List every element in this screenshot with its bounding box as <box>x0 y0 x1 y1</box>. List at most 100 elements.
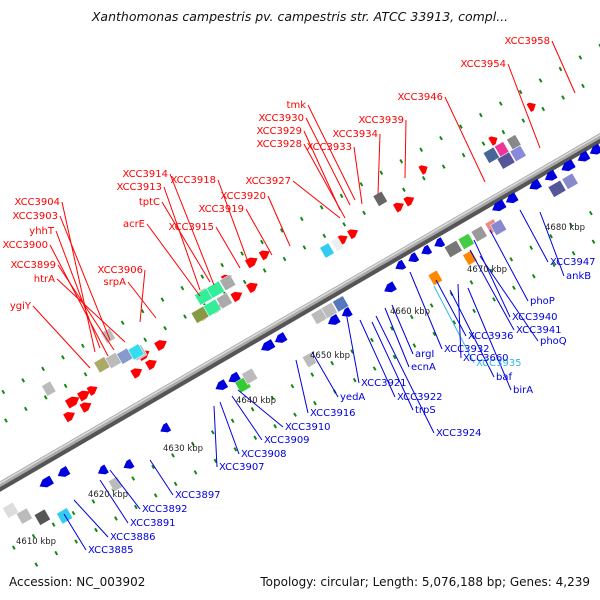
feature-block[interactable] <box>372 190 388 207</box>
feature-block[interactable] <box>206 280 226 299</box>
reverse-gene-arrow[interactable] <box>588 143 600 158</box>
feature-block[interactable] <box>215 292 233 310</box>
gene-label[interactable]: XCC3934 <box>332 129 378 140</box>
gene-label[interactable]: baf <box>496 372 512 383</box>
gene-label[interactable]: XCC3921 <box>361 378 407 389</box>
gene-label[interactable]: XCC3922 <box>397 392 443 403</box>
feature-block[interactable] <box>219 274 237 292</box>
reverse-gene-arrow[interactable] <box>158 422 172 436</box>
gene-label[interactable]: XCC3899 <box>10 260 56 271</box>
gene-label[interactable]: XCC3916 <box>310 408 356 419</box>
gene-label[interactable]: XCC3886 <box>110 532 156 543</box>
gene-label[interactable]: XCC3932 <box>444 344 490 355</box>
gene-label[interactable]: XCC3915 <box>168 222 214 233</box>
reverse-gene-arrow[interactable] <box>504 192 519 206</box>
reverse-gene-arrow[interactable] <box>96 464 109 478</box>
gene-label[interactable]: ecnA <box>411 362 436 373</box>
feature-block[interactable] <box>462 249 478 266</box>
gene-label[interactable]: yedA <box>340 392 365 403</box>
forward-gene-arrow[interactable] <box>63 409 77 423</box>
reverse-gene-arrow[interactable] <box>543 169 558 184</box>
gene-label[interactable]: trpS <box>415 405 436 416</box>
gene-label[interactable]: argI <box>415 349 434 360</box>
feature-block[interactable] <box>427 269 444 286</box>
feature-block[interactable] <box>241 367 259 385</box>
reverse-gene-arrow[interactable] <box>559 159 576 174</box>
gene-label[interactable]: yhhT <box>29 226 55 237</box>
gene-label[interactable]: phoP <box>530 296 555 307</box>
gene-label[interactable]: ygiY <box>10 301 32 312</box>
gene-label[interactable]: XCC3939 <box>358 115 404 126</box>
reverse-gene-arrow[interactable] <box>273 332 288 346</box>
forward-gene-arrow[interactable] <box>130 365 144 379</box>
forward-gene-arrow[interactable] <box>403 194 416 207</box>
forward-gene-arrow[interactable] <box>79 399 94 413</box>
forward-gene-arrow[interactable] <box>145 357 159 371</box>
gene-label[interactable]: acrE <box>123 219 145 230</box>
gene-label[interactable]: XCC3914 <box>122 169 168 180</box>
forward-gene-arrow[interactable] <box>392 200 406 213</box>
gene-label[interactable]: tptC <box>139 197 160 208</box>
gene-label[interactable]: XCC3920 <box>220 191 266 202</box>
forward-gene-arrow[interactable] <box>154 337 169 351</box>
feature-block[interactable] <box>443 239 463 259</box>
forward-gene-arrow[interactable] <box>86 383 100 396</box>
gene-label[interactable]: XCC3947 <box>550 257 596 268</box>
gene-label[interactable]: XCC3935 <box>476 358 522 369</box>
feature-block[interactable] <box>496 151 516 170</box>
gene-label[interactable]: XCC3913 <box>116 182 162 193</box>
feature-block[interactable] <box>482 146 500 164</box>
forward-gene-arrow[interactable] <box>347 226 360 240</box>
gene-label[interactable]: XCC3928 <box>256 139 302 150</box>
gene-label[interactable]: XCC3933 <box>306 142 352 153</box>
gene-label[interactable]: XCC3906 <box>97 265 143 276</box>
forward-gene-arrow[interactable] <box>488 134 499 146</box>
gene-label[interactable]: htrA <box>34 274 55 285</box>
feature-block[interactable] <box>470 225 488 243</box>
forward-gene-arrow[interactable] <box>258 247 272 261</box>
gene-label[interactable]: XCC3946 <box>397 92 443 103</box>
gene-label[interactable]: XCC3891 <box>130 518 176 529</box>
gene-label[interactable]: XCC3660 <box>463 353 509 364</box>
reverse-gene-arrow[interactable] <box>432 237 446 250</box>
reverse-gene-arrow[interactable] <box>37 475 54 491</box>
reverse-gene-arrow[interactable] <box>226 371 242 386</box>
gene-labels[interactable]: XCC3958 XCC3954 XCC3946 tmk XCC3930 XCC3929 XC… <box>2 36 595 556</box>
gene-features[interactable] <box>0 100 600 526</box>
reverse-gene-arrow[interactable] <box>406 252 420 265</box>
feature-block[interactable] <box>202 298 222 317</box>
feature-block[interactable] <box>41 380 57 397</box>
reverse-gene-arrow[interactable] <box>393 259 407 273</box>
forward-gene-arrow[interactable] <box>246 280 260 294</box>
reverse-gene-arrow[interactable] <box>121 458 135 472</box>
gene-label[interactable]: XCC3904 <box>14 197 60 208</box>
reverse-gene-arrow[interactable] <box>527 178 542 193</box>
reverse-gene-arrow[interactable] <box>326 314 341 328</box>
gene-label[interactable]: XCC3927 <box>245 176 291 187</box>
feature-block[interactable] <box>330 236 345 253</box>
forward-gene-arrow[interactable] <box>418 163 429 175</box>
feature-block[interactable] <box>15 507 33 525</box>
reverse-gene-arrow[interactable] <box>340 307 353 320</box>
reverse-gene-arrow[interactable] <box>419 244 433 258</box>
feature-block[interactable] <box>107 475 124 493</box>
feature-block[interactable] <box>33 508 51 526</box>
forward-gene-arrow[interactable] <box>64 394 82 409</box>
forward-gene-arrow[interactable] <box>526 100 538 113</box>
reverse-gene-arrow[interactable] <box>382 281 397 295</box>
forward-gene-arrow[interactable] <box>336 232 350 246</box>
feature-block[interactable] <box>561 172 579 190</box>
gene-label[interactable]: XCC3924 <box>436 428 482 439</box>
feature-block[interactable] <box>332 295 350 313</box>
gene-label[interactable]: tmk <box>287 100 307 111</box>
gene-label[interactable]: XCC3909 <box>264 435 310 446</box>
gene-label[interactable]: XCC3930 <box>258 113 304 124</box>
gene-label[interactable]: XCC3958 <box>504 36 550 47</box>
gene-label[interactable]: XCC3897 <box>175 490 221 501</box>
feature-block[interactable] <box>301 351 318 369</box>
feature-block[interactable] <box>457 232 475 251</box>
gene-label[interactable]: XCC3918 <box>170 175 216 186</box>
feature-block[interactable] <box>127 343 145 361</box>
feature-block[interactable] <box>489 218 508 236</box>
reverse-gene-arrow[interactable] <box>575 150 591 165</box>
